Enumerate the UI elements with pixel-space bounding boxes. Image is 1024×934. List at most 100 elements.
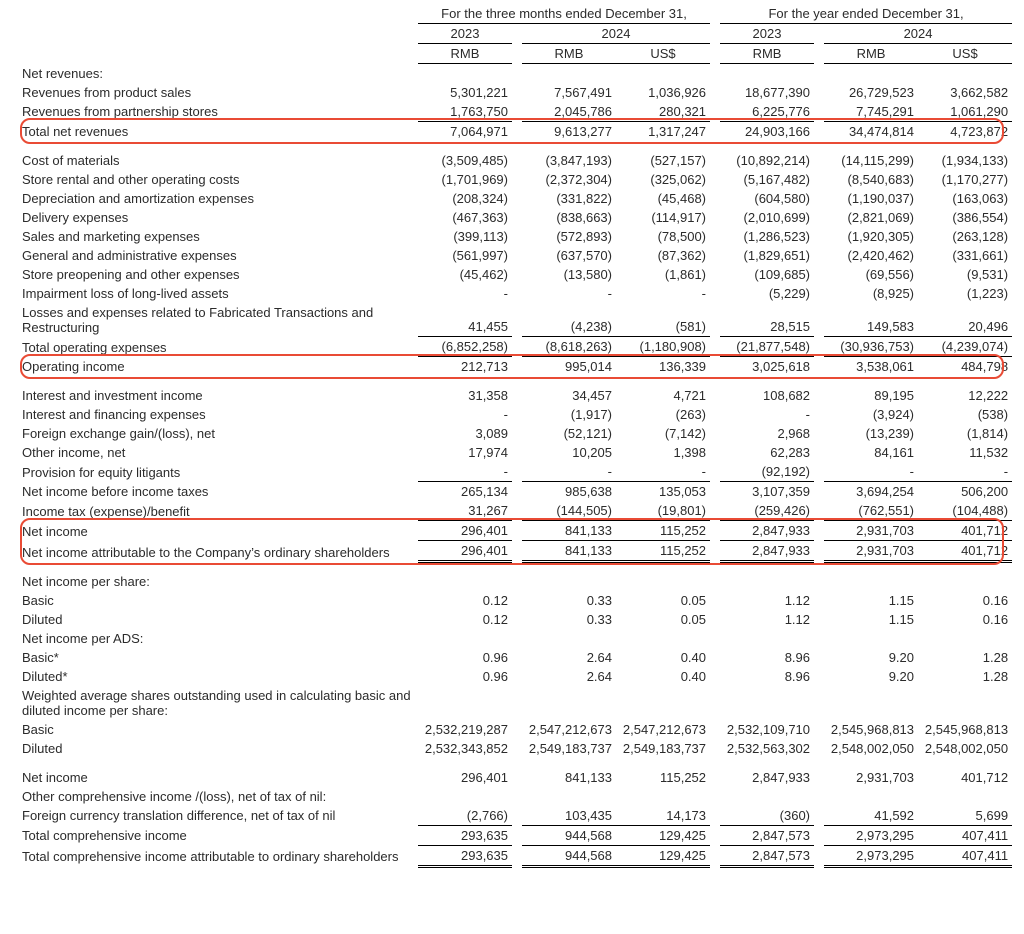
cell-value: (45,462) [418,265,512,284]
cell-value: (2,766) [418,806,512,826]
cell-value: (144,505) [522,501,616,521]
cell-value: 2.64 [522,667,616,686]
cell-value: 115,252 [616,768,710,787]
row-label: General and administrative expenses [18,246,418,265]
cell-value: 2,045,786 [522,102,616,122]
cell-value: 7,745,291 [824,102,918,122]
cell-value: 0.40 [616,648,710,667]
cell-value: 2,548,002,050 [918,739,1012,758]
cell-value: 1,763,750 [418,102,512,122]
cell-value: (399,113) [418,227,512,246]
cell-value: 2,532,219,287 [418,720,512,739]
row-label: Sales and marketing expenses [18,227,418,246]
cell-value: (3,847,193) [522,151,616,170]
cell-value: (561,997) [418,246,512,265]
cell-value: 84,161 [824,443,918,462]
cell-value: 985,638 [522,482,616,502]
row-label: Basic [18,720,418,739]
row-label: Impairment loss of long-lived assets [18,284,418,303]
cell-value: 2,545,968,813 [824,720,918,739]
row-label: Store rental and other operating costs [18,170,418,189]
cell-value: 0.33 [522,610,616,629]
cell-value: (331,661) [918,246,1012,265]
header-2023-y: 2023 [720,24,814,44]
header-currency: US$ [616,44,710,64]
cell-value: (1,920,305) [824,227,918,246]
cell-value: (263) [616,405,710,424]
row-label: Net income [18,768,418,787]
cell-value: 8.96 [720,648,814,667]
cell-value: 296,401 [418,768,512,787]
cell-value: 17,974 [418,443,512,462]
cell-value: (4,239,074) [918,337,1012,357]
cell-value: (8,925) [824,284,918,303]
cell-value: (163,063) [918,189,1012,208]
cell-value: 4,723,872 [918,121,1012,141]
table-header: For the three months ended December 31,F… [18,4,1012,64]
cell-value: 296,401 [418,521,512,541]
cell-value: (8,540,683) [824,170,918,189]
cell-value: 135,053 [616,482,710,502]
cell-value: (9,531) [918,265,1012,284]
cell-value: 0.40 [616,667,710,686]
row-label: Net income [18,521,418,541]
cell-value: (1,286,523) [720,227,814,246]
cell-value: 2,532,109,710 [720,720,814,739]
cell-value: 3,538,061 [824,357,918,377]
cell-value: (30,936,753) [824,337,918,357]
cell-value: - [824,462,918,482]
cell-value: (1,861) [616,265,710,284]
row-label: Revenues from partnership stores [18,102,418,122]
cell-value: (87,362) [616,246,710,265]
row-label: Cost of materials [18,151,418,170]
row-label: Net income per ADS: [18,629,418,648]
cell-value: 2,532,343,852 [418,739,512,758]
row-label: Revenues from product sales [18,83,418,102]
cell-value: 2.64 [522,648,616,667]
cell-value: 841,133 [522,541,616,562]
table-body: Net revenues:Revenues from product sales… [18,64,1012,867]
cell-value: (14,115,299) [824,151,918,170]
cell-value: 1.28 [918,648,1012,667]
cell-value: 1.15 [824,591,918,610]
cell-value: 2,847,573 [720,845,814,866]
cell-value: (572,893) [522,227,616,246]
cell-value: 280,321 [616,102,710,122]
cell-value: 1,398 [616,443,710,462]
cell-value: 265,134 [418,482,512,502]
cell-value: - [418,284,512,303]
row-label: Diluted [18,739,418,758]
row-label: Foreign currency translation difference,… [18,806,418,826]
cell-value: (6,852,258) [418,337,512,357]
cell-value: (1,170,277) [918,170,1012,189]
row-label: Store preopening and other expenses [18,265,418,284]
header-currency: RMB [824,44,918,64]
cell-value: - [418,405,512,424]
cell-value: 62,283 [720,443,814,462]
row-label: Operating income [18,357,418,377]
header-2024-y: 2024 [824,24,1012,44]
cell-value: 4,721 [616,386,710,405]
cell-value: 212,713 [418,357,512,377]
cell-value: (259,426) [720,501,814,521]
cell-value: (325,062) [616,170,710,189]
cell-value: (13,580) [522,265,616,284]
cell-value: 0.05 [616,591,710,610]
cell-value: 129,425 [616,845,710,866]
row-label: Other income, net [18,443,418,462]
cell-value: 944,568 [522,825,616,845]
cell-value: (52,121) [522,424,616,443]
cell-value: (5,167,482) [720,170,814,189]
cell-value: (581) [616,303,710,337]
cell-value: 401,712 [918,768,1012,787]
cell-value: 401,712 [918,541,1012,562]
cell-value: (78,500) [616,227,710,246]
cell-value: 2,548,002,050 [824,739,918,758]
row-label: Total comprehensive income [18,825,418,845]
cell-value: 2,973,295 [824,825,918,845]
cell-value: (92,192) [720,462,814,482]
cell-value: 2,931,703 [824,768,918,787]
cell-value: 0.96 [418,667,512,686]
cell-value: (2,010,699) [720,208,814,227]
cell-value: 34,457 [522,386,616,405]
